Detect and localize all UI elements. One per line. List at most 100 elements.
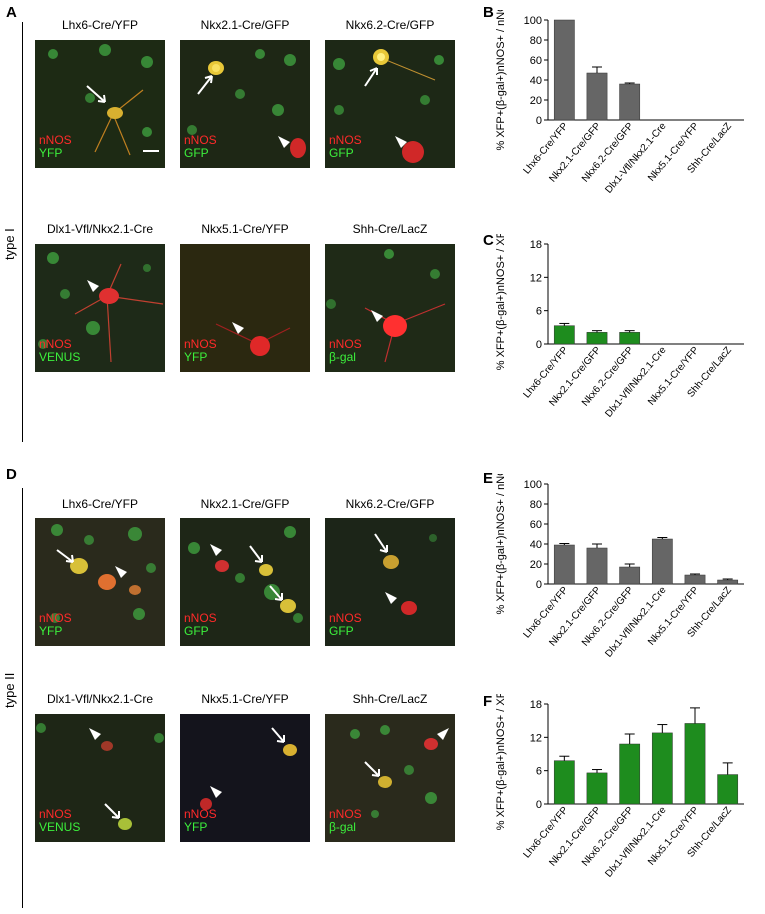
- y-tick-label: 60: [530, 519, 542, 531]
- y-axis-label: % XFP+(β-gal+)nNOS+ / nNOS+: [495, 10, 507, 151]
- arrow-icon: [86, 85, 106, 103]
- arrowhead-icon: [210, 544, 222, 556]
- micrograph-image: nNOS GFP: [180, 40, 310, 168]
- y-tick-label: 6: [536, 306, 542, 318]
- bar: [586, 72, 608, 121]
- y-tick-label: 12: [530, 272, 542, 284]
- chart-c: % XFP+(β-gal+)nNOS+ / XFP+ 0 6 12 18 Lhx6-Cre…: [490, 218, 760, 454]
- arrow-icon: [364, 67, 378, 87]
- micrograph-title: Nkx2.1-Cre/GFP: [200, 18, 290, 32]
- arrowhead-icon: [385, 592, 397, 604]
- micrograph-image: nNOS YFP: [35, 40, 165, 168]
- arrow-icon: [271, 727, 285, 743]
- arrow-icon: [197, 75, 213, 95]
- stain-labels: nNOS β-gal: [329, 337, 362, 364]
- x-tick-label: Dlx1-Vfl/Nkx2.1-Cre: [603, 585, 668, 660]
- micrograph-image: nNOS GFP: [180, 518, 310, 646]
- panel-letter-f: F: [483, 693, 493, 710]
- micrograph-image: nNOS β-gal: [325, 714, 455, 842]
- micrograph-title: Shh-Cre/LacZ: [352, 692, 428, 706]
- y-tick-label: 40: [530, 75, 542, 87]
- arrow-icon: [364, 761, 380, 777]
- micrograph-title: Nkx6.2-Cre/GFP: [345, 18, 435, 32]
- micrograph-image: nNOS GFP: [325, 518, 455, 646]
- stain-labels: nNOS YFP: [39, 611, 72, 638]
- micrograph-image: nNOS β-gal: [325, 244, 455, 372]
- stain-labels: nNOS YFP: [39, 133, 72, 160]
- panel-letter-d: D: [6, 466, 17, 483]
- stain-labels: nNOS GFP: [329, 611, 362, 638]
- bar: [619, 332, 641, 345]
- arrowhead-icon: [89, 728, 101, 740]
- micrograph-image: nNOS VENUS: [35, 244, 165, 372]
- arrow-icon: [56, 549, 74, 563]
- y-tick-label: 40: [530, 539, 542, 551]
- micrograph-title: Nkx6.2-Cre/GFP: [345, 497, 435, 511]
- micrograph-title: Dlx1-Vfl/Nkx2.1-Cre: [46, 222, 154, 236]
- micrograph-title: Nkx5.1-Cre/YFP: [201, 692, 289, 706]
- bar: [651, 732, 673, 805]
- bar: [553, 19, 575, 121]
- chart-b: % XFP+(β-gal+)nNOS+ / nNOS+ 0 20 40 60 80 100 L…: [490, 0, 760, 230]
- x-tick-label: Dlx1-Vfl/Nkx2.1-Cre: [603, 345, 668, 420]
- stain-labels: nNOS β-gal: [329, 807, 362, 834]
- y-tick-label: 60: [530, 55, 542, 67]
- chart-e: % XFP+(β-gal+)nNOS+ / nNOS+ 0 20 40 60 80 100 L…: [490, 454, 760, 694]
- arrow-icon: [269, 585, 283, 601]
- panel-letter-e: E: [483, 470, 494, 487]
- micrograph-title: Nkx2.1-Cre/GFP: [200, 497, 290, 511]
- chart-f: % XFP+(β-gal+)nNOS+ / XFP+ 0 6 12 18 Lhx6-Cre…: [490, 678, 760, 914]
- y-tick-label: 12: [530, 732, 542, 744]
- bar: [553, 325, 575, 345]
- y-axis-label: % XFP+(β-gal+)nNOS+ / XFP+: [495, 234, 507, 370]
- stain-labels: nNOS GFP: [329, 133, 362, 160]
- arrowhead-icon: [371, 310, 383, 322]
- micrograph-image: nNOS VENUS: [35, 714, 165, 842]
- y-tick-label: 0: [536, 579, 542, 591]
- type-i-divider: [22, 22, 23, 442]
- y-tick-label: 0: [536, 115, 542, 127]
- bar: [619, 83, 641, 121]
- x-tick-label: Dlx1-Vfl/Nkx2.1-Cre: [603, 121, 668, 196]
- panel-letter-a: A: [6, 4, 17, 21]
- y-tick-label: 18: [530, 239, 542, 251]
- arrowhead-icon: [87, 280, 99, 292]
- y-tick-label: 18: [530, 699, 542, 711]
- micrograph-title: Shh-Cre/LacZ: [352, 222, 428, 236]
- y-tick-label: 20: [530, 559, 542, 571]
- arrow-icon: [374, 533, 388, 553]
- stain-labels: nNOS GFP: [184, 133, 217, 160]
- stain-labels: nNOS YFP: [184, 807, 217, 834]
- y-tick-label: 20: [530, 95, 542, 107]
- bar: [586, 772, 608, 805]
- micrograph-image: nNOS GFP: [325, 40, 455, 168]
- micrograph-title: Lhx6-Cre/YFP: [61, 497, 139, 511]
- micrograph-image: nNOS YFP: [180, 714, 310, 842]
- bar: [684, 574, 706, 585]
- arrowhead-icon: [395, 136, 407, 148]
- micrograph-title: Lhx6-Cre/YFP: [61, 18, 139, 32]
- stain-labels: nNOS GFP: [184, 611, 217, 638]
- bar: [684, 723, 706, 805]
- arrowhead-icon: [232, 322, 244, 334]
- bar: [553, 544, 575, 585]
- x-tick-label: Dlx1-Vfl/Nkx2.1-Cre: [603, 805, 668, 880]
- micrograph-image: nNOS YFP: [180, 244, 310, 372]
- stain-labels: nNOS VENUS: [39, 807, 81, 834]
- panel-letter-c: C: [483, 232, 494, 249]
- bar: [619, 566, 641, 585]
- stain-labels: nNOS YFP: [184, 337, 217, 364]
- y-tick-label: 0: [536, 799, 542, 811]
- bar: [717, 774, 739, 805]
- bar: [586, 547, 608, 585]
- y-axis-label: % XFP+(β-gal+)nNOS+ / nNOS+: [495, 474, 507, 615]
- type-ii-divider: [22, 488, 23, 908]
- arrowhead-icon: [437, 728, 449, 740]
- bar: [553, 760, 575, 805]
- y-tick-label: 80: [530, 499, 542, 511]
- micrograph-image: nNOS YFP: [35, 518, 165, 646]
- arrow-icon: [104, 803, 120, 819]
- stain-labels: nNOS VENUS: [39, 337, 81, 364]
- type-ii-label: type II: [2, 672, 17, 708]
- y-tick-label: 6: [536, 766, 542, 778]
